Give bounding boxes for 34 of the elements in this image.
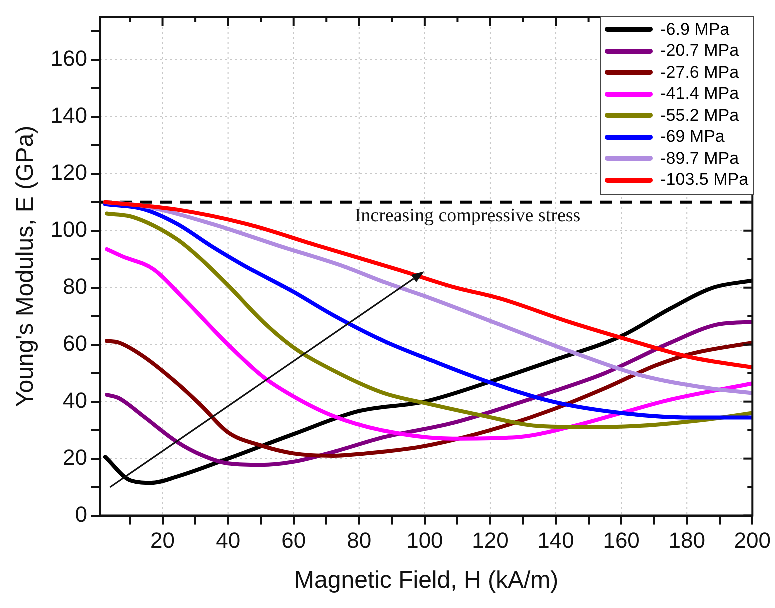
legend-label: -55.2 MPa <box>660 106 740 126</box>
line-series <box>105 247 753 441</box>
x-tick-label: 40 <box>216 528 241 554</box>
y-axis-title: Young's Modulus, E (GPa) <box>12 126 40 408</box>
y-tick-label: 160 <box>50 46 88 71</box>
x-tick-label: 160 <box>603 528 640 554</box>
x-tick-label: 120 <box>472 528 509 554</box>
annotation: Increasing compressive stress <box>354 206 581 227</box>
legend-label: -20.7 MPa <box>660 41 740 62</box>
y-tick-label: 0 <box>75 502 88 527</box>
x-tick-label: 60 <box>282 528 306 554</box>
line-series <box>105 320 753 468</box>
line-series <box>103 278 753 486</box>
x-tick-label: 180 <box>668 528 706 554</box>
legend-label: -27.6 MPa <box>660 62 740 83</box>
y-tick-label: 140 <box>50 102 88 128</box>
y-tick-label: 60 <box>63 330 88 356</box>
y-tick-label: 100 <box>50 216 88 242</box>
legend-label: -103.5 MPa <box>660 170 749 190</box>
legend-label: -69 MPa <box>660 127 725 148</box>
y-tick-label: 120 <box>50 160 88 185</box>
y-tick-label: 40 <box>63 388 88 413</box>
y-tick-label: 20 <box>63 444 88 470</box>
line-series <box>105 339 753 458</box>
legend-label: -41.4 MPa <box>660 84 740 104</box>
x-tick-label: 80 <box>347 528 372 554</box>
x-tick-label: 100 <box>406 528 444 554</box>
legend-label: -89.7 MPa <box>660 148 740 169</box>
x-tick-label: 200 <box>734 528 772 554</box>
legend-label: -6.9 MPa <box>660 20 730 40</box>
x-tick-label: 140 <box>538 528 574 554</box>
x-axis-title: Magnetic Field, H (kA/m) <box>294 567 559 594</box>
x-tick-label: 20 <box>150 528 176 554</box>
y-tick-label: 80 <box>63 274 88 299</box>
